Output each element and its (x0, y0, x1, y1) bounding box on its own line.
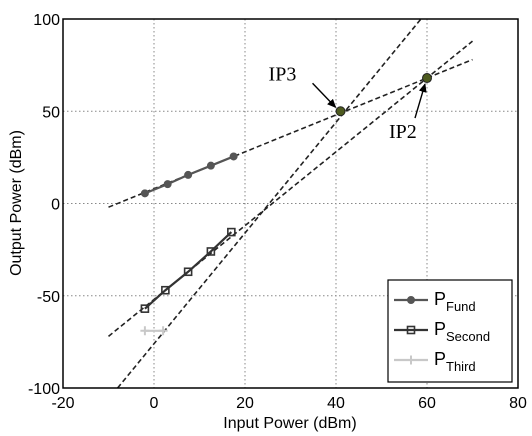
data-point (229, 152, 238, 161)
x-tick-label: 0 (150, 395, 159, 412)
x-tick-label: 40 (327, 395, 345, 412)
plot-frame (62, 18, 519, 389)
data-point (183, 267, 193, 277)
x-tick-label: 80 (509, 395, 527, 412)
x-tick-label: 20 (236, 395, 254, 412)
data-point (206, 161, 215, 170)
x-tick-label: -20 (51, 395, 74, 412)
intercept-point (422, 73, 432, 84)
intercept-label: IP3 (269, 63, 297, 85)
data-point (140, 304, 150, 313)
data-point (163, 180, 172, 189)
intercept-arrow (312, 82, 337, 108)
legend: PFund PSecond PThird (387, 279, 513, 383)
legend-label: PFund (434, 289, 476, 314)
legend-label: PThird (434, 349, 476, 374)
data-point (407, 296, 415, 304)
legend-entry: PThird (394, 349, 476, 374)
y-tick-label: -50 (37, 289, 60, 306)
y-axis-label: Output Power (dBm) (8, 130, 25, 276)
legend-entry: PFund (394, 289, 476, 314)
series-fund (140, 152, 238, 198)
data-series (140, 152, 238, 336)
y-tick-label: 50 (42, 104, 60, 121)
data-point (140, 326, 150, 336)
legend-label: PSecond (434, 319, 490, 344)
x-tick-label: 60 (418, 395, 436, 412)
intercept-annotations: IP3 IP2 (269, 63, 432, 143)
intercept-arrow (414, 83, 427, 119)
data-point (206, 247, 216, 256)
series-third (140, 326, 168, 336)
x-axis-label: Input Power (dBm) (223, 415, 356, 432)
y-tick-label: 100 (33, 12, 60, 29)
intercept-point (335, 106, 346, 117)
data-point (406, 355, 416, 365)
data-point (140, 189, 149, 198)
extrapolation-line (116, 19, 422, 388)
extrapolation-line (107, 40, 474, 337)
data-point (184, 170, 193, 179)
series-second (140, 227, 236, 313)
data-point (406, 325, 416, 335)
y-tick-label: 0 (51, 197, 60, 214)
intercept-label: IP2 (389, 121, 417, 143)
y-tick-label: -100 (28, 381, 60, 398)
data-point (158, 326, 168, 336)
legend-entry: PSecond (394, 319, 490, 344)
data-point (227, 227, 236, 237)
tick-labels: -20 0 20 40 60 80 -100 -50 0 50 100 (28, 12, 527, 412)
data-point (161, 285, 170, 295)
series-line (144, 231, 233, 310)
